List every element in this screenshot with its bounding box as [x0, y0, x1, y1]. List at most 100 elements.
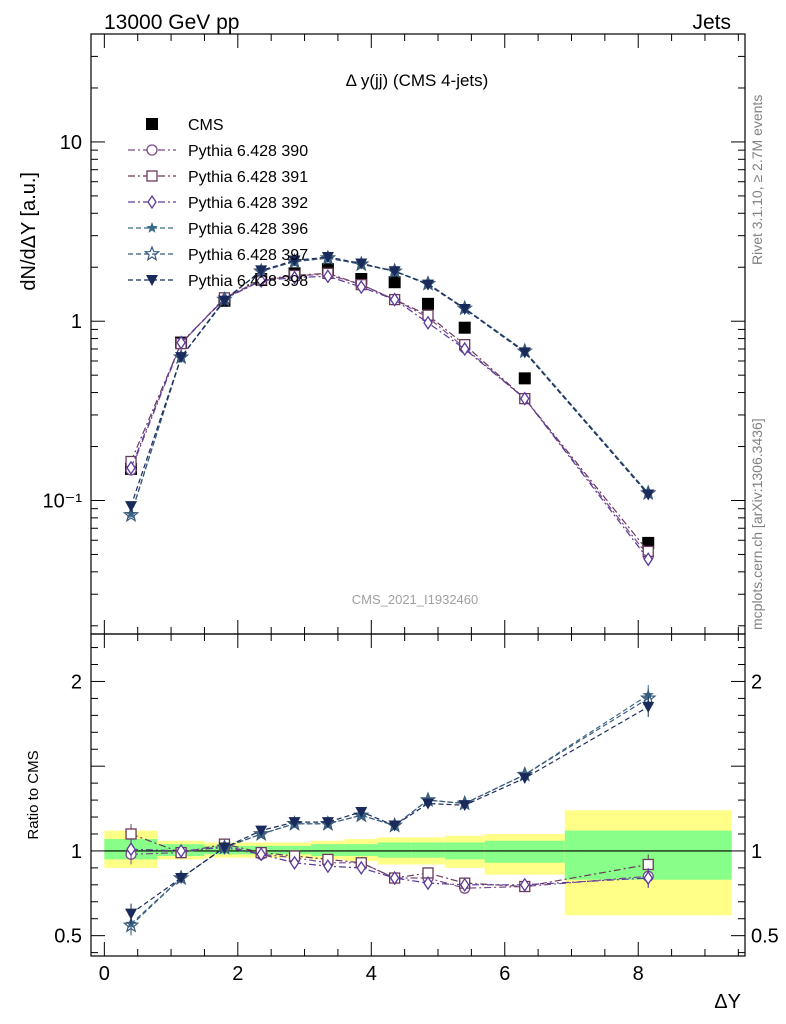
y-tick-label: 0.5: [54, 926, 82, 948]
legend-label: CMS: [188, 117, 224, 134]
y-tick-label: 1: [71, 841, 82, 863]
legend-entry-pythia-6-428-398: Pythia 6.428 398: [128, 273, 308, 290]
x-tick-label: 6: [499, 963, 510, 985]
data-point: [519, 391, 530, 406]
data-point: [518, 773, 531, 785]
stat-band: [411, 842, 445, 858]
stat-band: [377, 842, 412, 858]
stat-band: [484, 840, 565, 863]
legend-label: Pythia 6.428 392: [188, 195, 308, 212]
header-left-label: 13000 GeV pp: [104, 11, 239, 34]
panel-frames: [90, 33, 746, 957]
y-tick-label: 2: [71, 671, 82, 693]
legend-marker: [146, 222, 158, 233]
legend-marker: [146, 275, 158, 286]
data-point: [218, 295, 231, 307]
stat-band: [277, 845, 312, 855]
data-point: [355, 806, 368, 818]
data-point: [255, 265, 268, 277]
legend-entry-pythia-6-428-396: Pythia 6.428 396: [128, 221, 308, 238]
y-tick-label-right: 2: [751, 671, 762, 693]
x-axis-label: ΔY: [714, 991, 741, 1013]
y-tick-label: 10: [60, 132, 82, 154]
data-point: [355, 258, 368, 270]
legend-entry-pythia-6-428-392: Pythia 6.428 392: [128, 194, 308, 212]
data-point: [388, 820, 401, 832]
data-point: [125, 501, 138, 513]
series-pythia-6-428-391: [125, 267, 654, 558]
series-cms: [125, 263, 655, 549]
data-point: [125, 908, 138, 920]
data-point: [389, 292, 400, 307]
legend-label: Pythia 6.428 396: [188, 221, 308, 238]
ratio-series-pythia-6-428-392: [126, 839, 654, 892]
legend: CMS Pythia 6.428 390 Pythia 6.428 391 Pythi…: [128, 117, 308, 290]
data-point: [518, 372, 531, 385]
series-line: [130, 845, 649, 889]
axes: 10⁻¹ 1 10 0.5 0.5 1 1 2 2 0 2 4 6 8: [43, 33, 779, 985]
data-point: [288, 817, 301, 829]
data-point: [323, 269, 333, 284]
series-line: [130, 273, 649, 557]
series-pythia-6-428-392: [126, 269, 654, 567]
data-point: [388, 266, 401, 278]
header-right-label: Jets: [692, 11, 731, 34]
mcplots-label: mcplots.cern.ch [arXiv:1306.3436]: [749, 418, 765, 630]
series-pythia-6-428-398: [125, 252, 655, 513]
data-point: [642, 489, 655, 501]
data-point: [423, 315, 433, 330]
data-point: [389, 870, 400, 886]
x-tick-label: 0: [99, 963, 110, 985]
y-tick-label-right: 0.5: [751, 926, 779, 948]
series-line: [130, 706, 649, 915]
series-line: [130, 272, 649, 552]
data-point: [356, 279, 367, 295]
legend-marker: [143, 245, 161, 262]
data-point: [422, 297, 435, 310]
lower-y-axis-label: Ratio to CMS: [25, 750, 42, 839]
data-point: [289, 270, 300, 285]
data-point: [643, 552, 654, 567]
data-point: [122, 916, 140, 933]
upper-panel-marks: [122, 249, 657, 567]
upper-y-axis-label: dN/dΔY [a.u.]: [18, 172, 40, 291]
data-point: [126, 842, 136, 857]
legend-label: Pythia 6.428 397: [188, 247, 308, 264]
x-tick-label: 2: [232, 963, 243, 985]
y-tick-label: 1: [71, 311, 82, 333]
data-point: [126, 460, 136, 476]
data-point: [458, 303, 471, 315]
plot-title: Δ y(jj) (CMS 4-jets): [346, 71, 489, 90]
data-point: [175, 352, 188, 364]
legend-marker: [146, 170, 158, 182]
series-pythia-6-428-397: [122, 249, 657, 523]
data-point: [252, 825, 270, 841]
data-point: [321, 817, 334, 829]
data-point: [256, 847, 266, 862]
data-point: [643, 870, 654, 886]
lower-frame: [90, 633, 746, 957]
data-point: [422, 279, 435, 291]
stat-band: [311, 844, 345, 857]
y-tick-label: 10⁻¹: [43, 490, 83, 512]
series-pythia-6-428-396: [125, 252, 654, 519]
legend-entry-pythia-6-428-397: Pythia 6.428 397: [128, 245, 308, 264]
legend-entry-pythia-6-428-390: Pythia 6.428 390: [128, 143, 308, 160]
data-point: [321, 252, 334, 264]
ratio-uncertainty-bands: [104, 810, 732, 916]
data-point: [122, 506, 140, 523]
data-point: [125, 828, 137, 840]
x-tick-label: 4: [366, 963, 377, 985]
series-line: [130, 256, 649, 507]
series-line: [130, 257, 649, 516]
legend-marker: [146, 144, 158, 156]
data-point: [323, 859, 333, 874]
data-point: [458, 321, 471, 334]
data-point: [423, 875, 433, 891]
data-point: [519, 877, 530, 892]
data-point: [459, 877, 470, 892]
data-point: [642, 701, 655, 713]
legend-entry-pythia-6-428-391: Pythia 6.428 391: [128, 169, 308, 186]
legend-label: Pythia 6.428 390: [188, 143, 308, 160]
